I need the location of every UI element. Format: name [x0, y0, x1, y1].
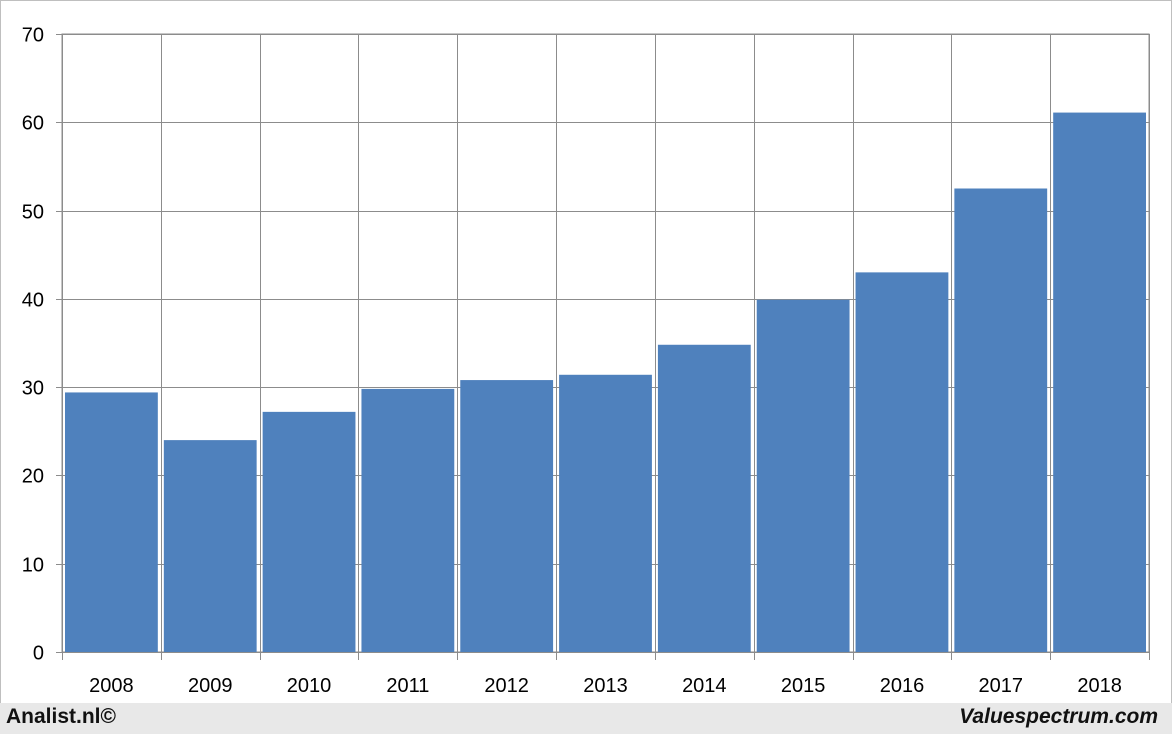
bar-2009	[163, 440, 257, 652]
y-tick-label: 40	[22, 290, 44, 312]
bar-chart: 0 10 20 30 40 50 60 70 2008 2009 2010 2011 2012 2013 2…	[22, 25, 1150, 697]
bar-2010	[262, 411, 356, 652]
bar-2016	[855, 272, 949, 652]
bar-2014	[657, 344, 751, 652]
footer-bar: Analist.nl© Valuespectrum.com	[0, 703, 1172, 734]
x-tick-label: 2008	[89, 675, 134, 697]
bar-2008	[65, 392, 158, 652]
x-tick-label: 2018	[1077, 675, 1122, 697]
x-tick-label: 2011	[386, 675, 429, 697]
y-tick-label: 20	[22, 466, 44, 488]
bar-2011	[361, 388, 455, 652]
bar-2012	[460, 380, 554, 652]
bar-2013	[559, 374, 652, 652]
y-tick-label: 50	[22, 202, 44, 224]
y-tick-label: 0	[33, 643, 44, 665]
y-tick-label: 30	[22, 378, 44, 400]
bar-2015	[756, 299, 850, 652]
x-tick-label: 2010	[287, 675, 332, 697]
x-tick-label: 2014	[682, 675, 727, 697]
bar-2017	[954, 188, 1048, 652]
x-tick-label: 2017	[979, 675, 1024, 697]
x-tick-label: 2012	[484, 675, 529, 697]
x-tick-label: 2016	[880, 675, 925, 697]
footer-brand-right: Valuespectrum.com	[959, 705, 1158, 728]
x-tick-label: 2015	[781, 675, 826, 697]
x-tick-label: 2009	[188, 675, 233, 697]
footer-brand-left: Analist.nl©	[6, 705, 116, 728]
y-tick-label: 70	[22, 25, 44, 47]
x-tick-label: 2013	[583, 675, 628, 697]
bar-2018	[1053, 112, 1146, 653]
y-tick-label: 60	[22, 113, 44, 135]
y-tick-label: 10	[22, 555, 44, 577]
